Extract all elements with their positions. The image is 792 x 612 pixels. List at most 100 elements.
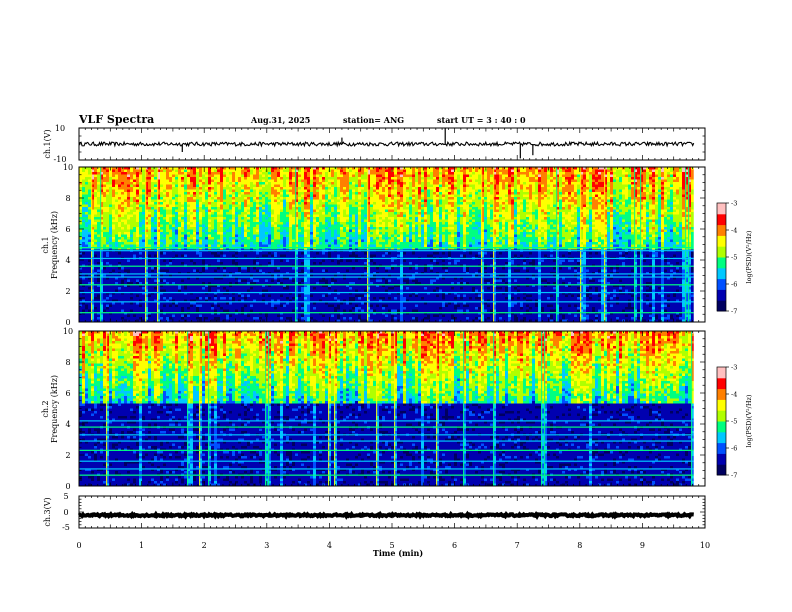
spectrogram-cell [202,289,206,293]
spectrogram-cell [166,289,170,293]
spectrogram-cell [85,177,89,180]
spectrogram-cell [298,287,302,290]
spectrogram-cell [121,292,125,295]
spectrogram-cell [85,314,89,318]
spectrogram-cell [94,172,98,175]
spectrogram-cell [199,314,203,318]
spectrogram-cell [151,217,155,220]
spectrogram-cell [118,274,122,278]
spectrogram-cell [187,217,191,220]
spectrogram-cell [280,262,284,265]
spectrogram-cell [199,247,203,250]
spectrogram-cell [193,299,197,303]
spectrogram-cell [256,297,260,300]
spectrogram-cell [106,252,110,255]
spectrogram-cell [97,282,101,285]
spectrogram-cell [265,304,269,308]
spectrogram-cell [304,204,308,208]
spectrogram-cell [214,214,218,218]
spectrogram-cell [217,262,221,265]
spectrogram-cell [187,317,191,320]
spectrogram-cell [208,169,212,173]
spectrogram-cell [145,302,149,305]
spectrogram-cell [280,192,284,195]
spectrogram-cell [142,204,146,208]
spectrogram-cell [277,254,281,258]
spectrogram-cell [253,259,257,263]
spectrogram-cell [100,277,104,280]
spectrogram-cell [100,309,104,313]
spectrogram-cell [88,254,92,258]
spectrogram-cell [133,217,137,220]
spectrogram-cell [94,187,98,190]
spectrogram-cell [295,172,299,175]
spectrogram-cell [208,239,212,243]
spectrogram-cell [214,174,218,178]
spectrogram-cell [106,267,110,270]
spectrogram-cell [172,287,176,290]
spectrogram-cell [136,282,140,285]
spectrogram-cell [136,204,140,208]
spectrogram-cell [238,242,242,245]
spectrogram-cell [160,224,164,228]
spectrogram-cell [103,204,107,208]
spectrogram-cell [118,312,122,315]
spectrogram-cell [253,217,257,220]
spectrogram-cell [121,254,125,258]
spectrogram-cell [217,202,221,205]
spectrogram-cell [298,179,302,183]
spectrogram-cell [226,234,230,238]
spectrogram-cell [133,317,137,320]
spectrogram-cell [187,274,191,278]
spectrogram-cell [256,259,260,263]
spectrogram-cell [175,239,179,243]
spectrogram-cell [247,212,251,215]
spectrogram-cell [274,239,278,243]
spectrogram-cell [178,244,182,248]
spectrogram-cell [172,284,176,288]
spectrogram-cell [79,227,83,230]
spectrogram-cell [97,212,101,215]
spectrogram-cell [91,269,95,273]
spectrogram-cell [262,187,266,190]
spectrogram-cell [178,259,182,263]
spectrogram-cell [280,314,284,318]
spectrogram-cell [172,302,176,305]
spectrogram-cell [256,262,260,265]
spectrogram-cell [163,187,167,190]
spectrogram-cell [268,209,272,213]
spectrogram-cell [247,189,251,193]
spectrogram-cell [295,299,299,303]
spectrogram-cell [241,217,245,220]
spectrogram-cell [166,307,170,310]
spectrogram-cell [292,169,296,173]
spectrogram-cell [121,229,125,233]
spectrogram-cell [229,294,233,298]
spectrogram-cell [220,279,224,283]
spectrogram-cell [187,197,191,200]
spectrogram-cell [259,307,263,310]
spectrogram-cell [112,217,116,220]
spectrogram-cell [205,292,209,295]
spectrogram-cell [220,239,224,243]
spectrogram-cell [160,317,164,320]
spectrogram-cell [130,294,134,298]
spectrogram-cell [97,177,101,180]
spectrogram-cell [145,174,149,178]
spectrogram-cell [82,199,86,203]
ch1-ylabel: ch.1(V) [43,129,52,158]
spectrogram-cell [163,242,167,245]
spectrogram-cell [148,209,152,213]
spectrogram-cell [103,282,107,285]
spectrogram-cell [103,179,107,183]
spectrogram-cell [148,182,152,185]
spectrogram-cell [286,197,290,200]
spectrogram-cell [220,184,224,188]
spectrogram-cell [292,199,296,203]
spectrogram-cell [298,224,302,228]
spectrogram-cell [205,199,209,203]
spectrogram-cell [178,174,182,178]
spectrogram-cell [136,262,140,265]
spectrogram-cell [235,184,239,188]
spectrogram-cell [235,259,239,263]
